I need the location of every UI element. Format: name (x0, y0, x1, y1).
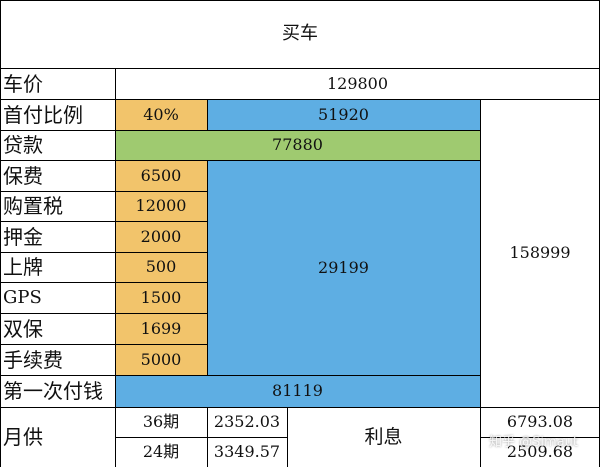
label-service-fee: 手续费 (0, 344, 115, 375)
grid-line (287, 407, 288, 467)
plan-amount: 3349.57 (207, 437, 287, 467)
label-gps: GPS (0, 282, 115, 313)
grid-line (207, 99, 208, 130)
value-first-payment: 81119 (115, 375, 480, 407)
value-gps: 1500 (115, 282, 207, 313)
grid-line (207, 160, 208, 375)
label-deposit: 押金 (0, 221, 115, 252)
grid-line (480, 99, 481, 467)
label-car-price: 车价 (0, 69, 115, 99)
grid-line (115, 68, 116, 467)
grid-line (0, 282, 207, 283)
plan-amount: 2352.03 (207, 407, 287, 437)
grid-line (0, 221, 207, 222)
grid-line (0, 68, 600, 69)
value-grand-total: 158999 (480, 99, 600, 407)
label-monthly: 月供 (0, 407, 115, 467)
label-interest: 利息 (287, 407, 480, 467)
label-dual-insurance: 双保 (0, 313, 115, 344)
grid-line (0, 130, 480, 131)
grid-line (0, 375, 480, 376)
grid-line (207, 407, 208, 467)
label-loan: 贷款 (0, 130, 115, 160)
plan-period: 36期 (115, 407, 207, 437)
grid-line (0, 191, 207, 192)
value-service-fee: 5000 (115, 344, 207, 375)
grid-line (0, 252, 207, 253)
value-car-price: 129800 (115, 69, 600, 99)
plan-interest: 2509.68 (480, 437, 600, 467)
grid-line (480, 437, 600, 438)
value-insurance: 6500 (115, 160, 207, 191)
label-purchase-tax: 购置税 (0, 191, 115, 221)
plan-interest: 6793.08 (480, 407, 600, 437)
value-down-payment: 51920 (207, 99, 480, 130)
value-plate: 500 (115, 252, 207, 282)
grid-line (115, 437, 287, 438)
label-down-ratio: 首付比例 (0, 99, 115, 130)
label-plate: 上牌 (0, 252, 115, 282)
grid-line (0, 313, 207, 314)
plan-period: 24期 (115, 437, 207, 467)
value-deposit: 2000 (115, 221, 207, 252)
value-down-percent: 40% (115, 99, 207, 130)
grid-line (0, 0, 1, 467)
grid-line (0, 344, 207, 345)
grid-line (0, 407, 600, 408)
value-fees-subtotal: 29199 (207, 160, 480, 375)
watermark-text: 知乎 @Simaut (489, 435, 578, 450)
sheet-title: 买车 (0, 0, 600, 68)
value-purchase-tax: 12000 (115, 191, 207, 221)
value-dual-insurance: 1699 (115, 313, 207, 344)
grid-line (0, 160, 480, 161)
label-first-payment: 第一次付钱 (0, 375, 115, 407)
grid-line (0, 99, 600, 100)
label-insurance: 保费 (0, 160, 115, 191)
grid-line (0, 0, 600, 1)
value-loan: 77880 (115, 130, 480, 160)
